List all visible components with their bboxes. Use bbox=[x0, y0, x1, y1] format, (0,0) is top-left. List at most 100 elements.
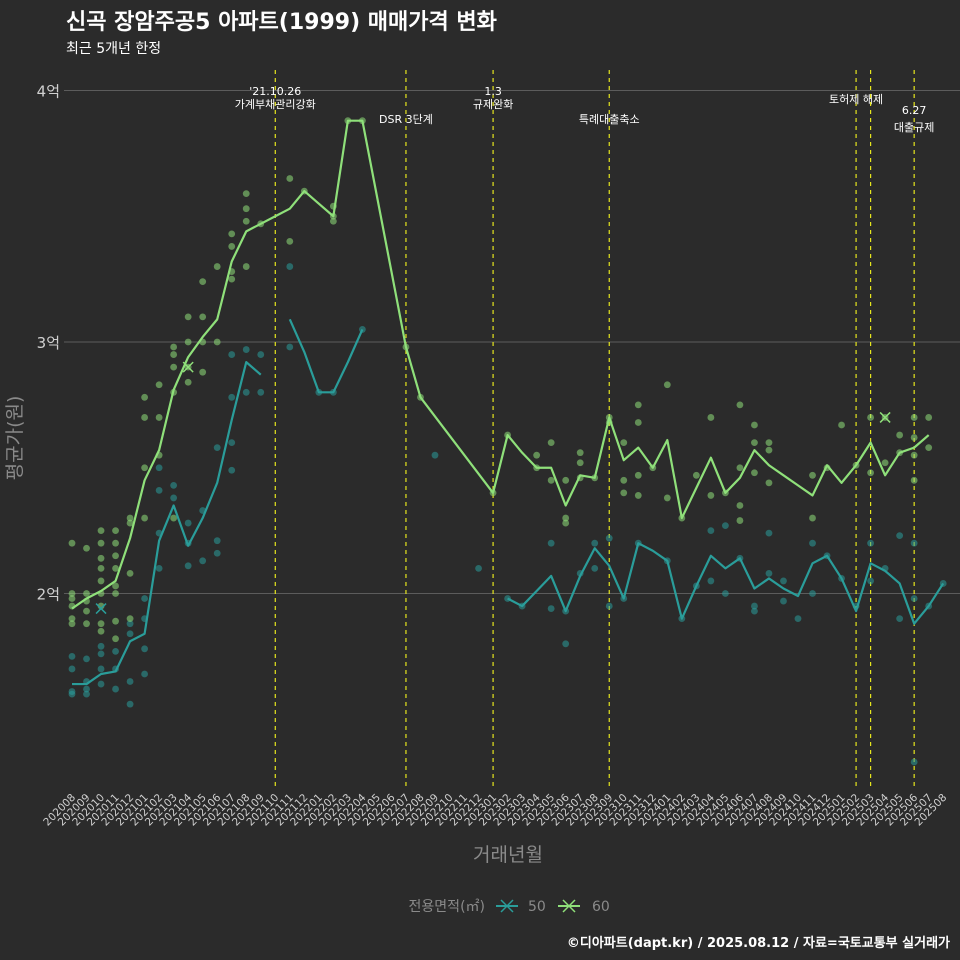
scatter-point-60 bbox=[184, 378, 192, 386]
event-label: 대출규제 bbox=[894, 121, 934, 134]
event-label: '21.10.26 bbox=[249, 85, 301, 98]
scatter-point-50 bbox=[605, 602, 613, 610]
scatter-point-60 bbox=[68, 620, 76, 628]
scatter-point-50 bbox=[707, 577, 715, 585]
scatter-point-60 bbox=[547, 476, 555, 484]
scatter-point-60 bbox=[112, 527, 119, 535]
scatter-point-60 bbox=[634, 492, 642, 499]
scatter-point-50 bbox=[184, 562, 192, 570]
scatter-point-60 bbox=[68, 595, 76, 602]
scatter-point-60 bbox=[809, 471, 816, 479]
scatter-point-50 bbox=[228, 439, 236, 446]
scatter-point-60 bbox=[634, 401, 642, 409]
scatter-point-60 bbox=[141, 464, 149, 472]
scatter-point-50 bbox=[68, 688, 76, 695]
legend-title: 전용면적(㎡) bbox=[409, 899, 485, 915]
scatter-point-50 bbox=[780, 597, 787, 605]
scatter-point-50 bbox=[97, 665, 105, 673]
scatter-point-60 bbox=[83, 590, 90, 597]
scatter-point-60 bbox=[213, 338, 221, 346]
scatter-point-50 bbox=[213, 444, 221, 452]
scatter-point-60 bbox=[228, 230, 236, 238]
scatter-point-50 bbox=[228, 466, 236, 474]
scatter-point-60 bbox=[97, 527, 105, 535]
scatter-point-50 bbox=[286, 263, 294, 270]
scatter-point-60 bbox=[112, 552, 119, 560]
scatter-point-50 bbox=[155, 464, 163, 472]
scatter-point-50 bbox=[213, 549, 221, 557]
scatter-point-60 bbox=[126, 569, 134, 577]
scatter-point-50 bbox=[97, 650, 105, 658]
marker-layer bbox=[95, 361, 891, 615]
scatter-point-50 bbox=[765, 569, 773, 577]
scatter-point-60 bbox=[213, 263, 221, 270]
scatter-point-50 bbox=[707, 527, 715, 535]
scatter-point-60 bbox=[692, 471, 700, 479]
scatter-point-60 bbox=[634, 471, 642, 479]
scatter-point-60 bbox=[286, 175, 294, 182]
scatter-point-60 bbox=[242, 217, 250, 225]
scatter-point-50 bbox=[155, 564, 163, 572]
scatter-point-50 bbox=[257, 388, 265, 396]
footer-credit: ©디아파트(dapt.kr) / 2025.08.12 / 자료=국토교통부 실… bbox=[567, 935, 950, 951]
y-tick-label: 3억 bbox=[37, 334, 60, 352]
scatter-point-50 bbox=[257, 351, 265, 358]
scatter-point-50 bbox=[751, 607, 758, 615]
scatter-point-50 bbox=[112, 647, 119, 655]
scatter-point-60 bbox=[97, 554, 105, 562]
scatter-point-50 bbox=[141, 645, 149, 653]
scatter-point-60 bbox=[83, 544, 90, 552]
scatter-point-60 bbox=[663, 494, 671, 502]
chart-subtitle: 최근 5개년 한정 bbox=[66, 41, 161, 57]
scatter-point-50 bbox=[155, 486, 163, 494]
scatter-point-50 bbox=[126, 630, 134, 638]
scatter-point-50 bbox=[83, 685, 90, 693]
scatter-point-60 bbox=[141, 514, 149, 522]
scatter-point-60 bbox=[620, 489, 628, 497]
y-axis-title: 평균가(원) bbox=[4, 396, 26, 481]
scatter-point-50 bbox=[896, 532, 904, 540]
scatter-point-60 bbox=[126, 514, 134, 522]
scatter-point-50 bbox=[431, 451, 439, 459]
scatter-point-60 bbox=[112, 590, 119, 597]
y-tick-label: 4억 bbox=[37, 83, 60, 101]
scatter-point-60 bbox=[184, 338, 192, 346]
scatter-point-50 bbox=[141, 595, 149, 602]
scatter-point-60 bbox=[867, 469, 874, 477]
scatter-point-60 bbox=[83, 620, 90, 628]
scatter-point-60 bbox=[910, 414, 918, 421]
scatter-point-50 bbox=[910, 539, 918, 547]
scatter-point-60 bbox=[184, 313, 192, 321]
scatter-point-50 bbox=[97, 642, 105, 650]
scatter-point-60 bbox=[228, 275, 236, 283]
series-line-50 bbox=[507, 542, 945, 625]
scatter-point-60 bbox=[155, 414, 163, 421]
scatter-point-60 bbox=[533, 451, 541, 459]
scatter-point-50 bbox=[751, 602, 758, 610]
scatter-point-50 bbox=[228, 351, 236, 358]
scatter-point-60 bbox=[199, 313, 207, 321]
scatter-point-50 bbox=[184, 519, 192, 527]
scatter-point-60 bbox=[68, 615, 76, 623]
event-label: DSR 3단계 bbox=[379, 113, 433, 126]
scatter-point-50 bbox=[242, 388, 250, 396]
scatter-point-60 bbox=[97, 627, 105, 635]
scatter-point-50 bbox=[126, 678, 134, 685]
scatter-point-50 bbox=[126, 620, 134, 628]
y-tick-label: 2억 bbox=[37, 586, 60, 604]
scatter-point-50 bbox=[170, 494, 178, 502]
scatter-point-50 bbox=[199, 557, 207, 565]
scatter-point-60 bbox=[170, 351, 178, 358]
scatter-point-60 bbox=[751, 469, 758, 477]
scatter-point-60 bbox=[126, 615, 134, 623]
legend-key-50 bbox=[496, 899, 518, 913]
scatter-point-50 bbox=[286, 343, 294, 351]
scatter-point-60 bbox=[155, 381, 163, 389]
x-axis-title: 거래년월 bbox=[473, 844, 543, 866]
scatter-point-60 bbox=[707, 492, 715, 499]
scatter-point-50 bbox=[68, 665, 76, 673]
scatter-point-60 bbox=[809, 514, 816, 522]
scatter-point-60 bbox=[620, 439, 628, 446]
